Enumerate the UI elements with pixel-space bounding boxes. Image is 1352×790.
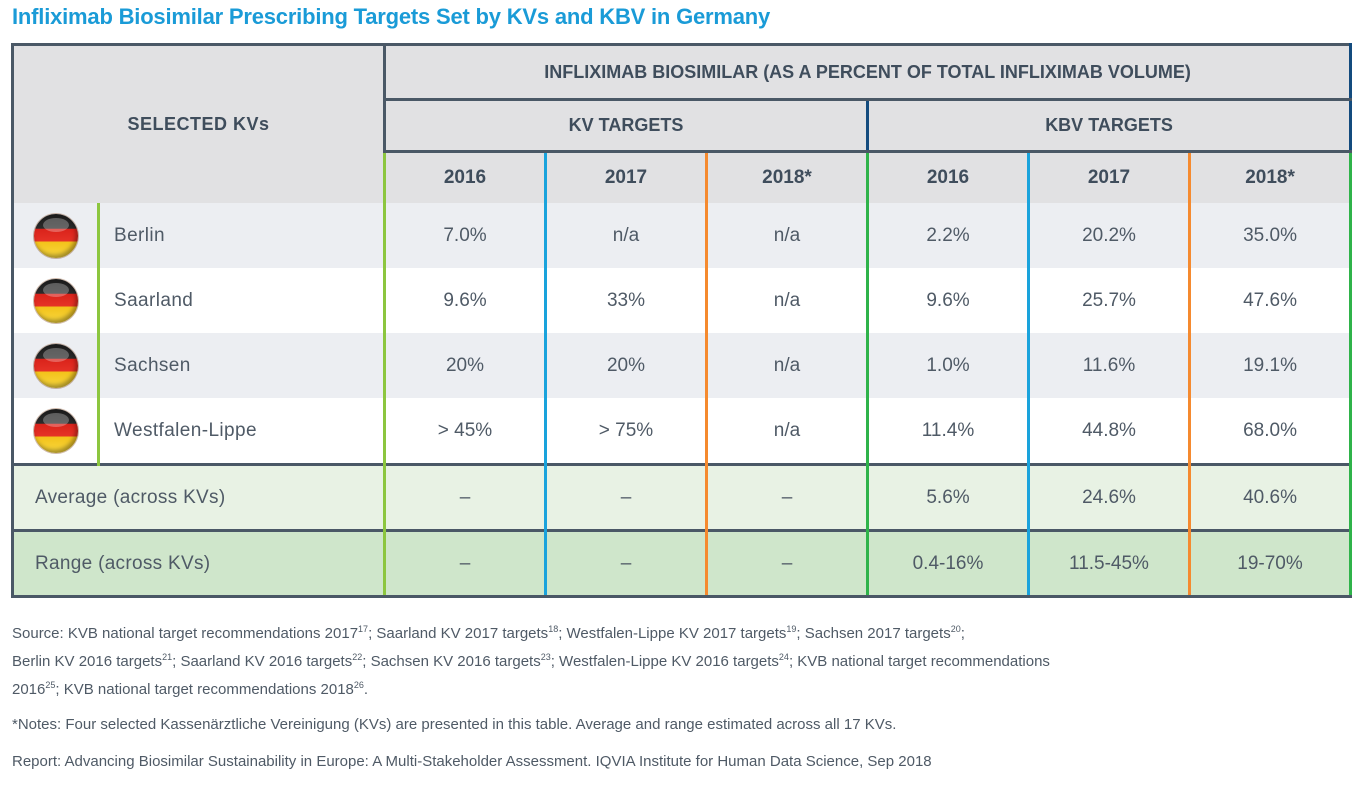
footnote-ref: 21: [162, 652, 173, 662]
header-kv-2017: 2017: [544, 151, 707, 203]
source-text: ; Westfalen-Lippe KV 2017 targets: [558, 625, 787, 642]
range-kv-2017: –: [544, 529, 707, 598]
kbv-target-2016: 11.4%: [866, 398, 1029, 465]
source-text: ; KVB national target recommendations: [788, 653, 1050, 670]
average-kv-2016: –: [383, 463, 546, 531]
average-label: Average (across KVs): [11, 463, 385, 531]
kv-target-2017: n/a: [544, 203, 707, 268]
kv-target-2018: n/a: [705, 203, 868, 268]
header-kbv-targets: KBV TARGETS: [865, 99, 1352, 153]
table-row: Westfalen-Lippe > 45% > 75% n/a 11.4% 44…: [11, 398, 1352, 465]
footnote-ref: 23: [540, 652, 551, 662]
header-kbv-2018: 2018*: [1187, 151, 1352, 203]
source-text: ; Saarland KV 2017 targets: [368, 625, 549, 642]
notes-text: *Notes: Four selected Kassenärztliche Ve…: [12, 716, 897, 733]
average-kv-2017: –: [544, 463, 707, 531]
source-note: Source: KVB national target recommendati…: [12, 620, 1332, 704]
footnote-ref: 17: [358, 624, 369, 634]
average-kv-2018: –: [705, 463, 868, 531]
kbv-target-2016: 9.6%: [866, 268, 1029, 333]
kbv-target-2016: 1.0%: [866, 333, 1029, 398]
kbv-target-2018: 47.6%: [1187, 268, 1352, 333]
average-row: Average (across KVs) – – – 5.6% 24.6% 40…: [11, 463, 1352, 531]
range-kv-2016: –: [383, 529, 546, 598]
average-kbv-2016: 5.6%: [866, 463, 1029, 531]
footnote-ref: 18: [548, 624, 559, 634]
kbv-target-2017: 25.7%: [1027, 268, 1190, 333]
kbv-target-2018: 35.0%: [1187, 203, 1352, 268]
kv-target-2016: 9.6%: [383, 268, 546, 333]
source-text: ; Sachsen KV 2016 targets: [362, 653, 541, 670]
page-title: Infliximab Biosimilar Prescribing Target…: [12, 4, 771, 29]
source-text: ; Sachsen 2017 targets: [796, 625, 951, 642]
header-kv-2018: 2018*: [705, 151, 868, 203]
footnote-ref: 19: [786, 624, 797, 634]
kbv-target-2017: 44.8%: [1027, 398, 1190, 465]
kv-target-2017: 20%: [544, 333, 707, 398]
range-kbv-2018: 19-70%: [1187, 529, 1352, 598]
header-kbv-2017: 2017: [1027, 151, 1190, 203]
germany-flag-icon: [33, 343, 78, 388]
kv-name: Saarland: [97, 268, 385, 333]
footnote-ref: 22: [352, 652, 363, 662]
range-kv-2018: –: [705, 529, 868, 598]
kv-target-2016: 20%: [383, 333, 546, 398]
kv-target-2018: n/a: [705, 398, 868, 465]
germany-flag-icon: [33, 408, 78, 453]
range-kbv-2016: 0.4-16%: [866, 529, 1029, 598]
kv-name: Berlin: [97, 203, 385, 268]
kbv-target-2017: 20.2%: [1027, 203, 1190, 268]
header-selected-kvs: SELECTED KVs: [11, 43, 385, 203]
source-text: 2016: [12, 681, 46, 698]
footnote-ref: 20: [950, 624, 961, 634]
range-label: Range (across KVs): [11, 529, 385, 598]
source-text: ; KVB national target recommendations 20…: [55, 681, 354, 698]
table-row: Saarland 9.6% 33% n/a 9.6% 25.7% 47.6%: [11, 268, 1352, 333]
header-kv-2016: 2016: [383, 151, 546, 203]
report-citation: Report: Advancing Biosimilar Sustainabil…: [12, 753, 932, 770]
table-row: Sachsen 20% 20% n/a 1.0% 11.6% 19.1%: [11, 333, 1352, 398]
header-kv-targets: KV TARGETS: [383, 99, 868, 153]
footnote-ref: 24: [778, 652, 789, 662]
source-text: .: [363, 681, 369, 698]
table-row: Berlin 7.0% n/a n/a 2.2% 20.2% 35.0%: [11, 203, 1352, 268]
germany-flag-icon: [33, 213, 78, 258]
average-kbv-2018: 40.6%: [1187, 463, 1352, 531]
source-text: Berlin KV 2016 targets: [12, 653, 163, 670]
average-kbv-2017: 24.6%: [1027, 463, 1190, 531]
kv-target-2018: n/a: [705, 268, 868, 333]
kv-target-2017: > 75%: [544, 398, 707, 465]
kv-target-2016: 7.0%: [383, 203, 546, 268]
kv-name: Westfalen-Lippe: [97, 398, 385, 465]
germany-flag-icon: [33, 278, 78, 323]
targets-table: SELECTED KVs INFLIXIMAB BIOSIMILAR (AS A…: [11, 43, 1352, 598]
kbv-target-2018: 19.1%: [1187, 333, 1352, 398]
kv-target-2016: > 45%: [383, 398, 546, 465]
kbv-target-2018: 68.0%: [1187, 398, 1352, 465]
source-text: ; Saarland KV 2016 targets: [172, 653, 353, 670]
kv-target-2017: 33%: [544, 268, 707, 333]
kv-target-2018: n/a: [705, 333, 868, 398]
kv-name: Sachsen: [97, 333, 385, 398]
footnote-ref: 25: [45, 680, 56, 690]
range-kbv-2017: 11.5-45%: [1027, 529, 1190, 598]
range-row: Range (across KVs) – – – 0.4-16% 11.5-45…: [11, 529, 1352, 598]
source-text: ;: [960, 625, 965, 642]
header-infliximab-group: INFLIXIMAB BIOSIMILAR (AS A PERCENT OF T…: [382, 43, 1352, 101]
source-text: Source: KVB national target recommendati…: [12, 625, 359, 642]
kbv-target-2016: 2.2%: [866, 203, 1029, 268]
source-text: ; Westfalen-Lippe KV 2016 targets: [550, 653, 779, 670]
footnote-ref: 26: [353, 680, 364, 690]
kbv-target-2017: 11.6%: [1027, 333, 1190, 398]
header-kbv-2016: 2016: [866, 151, 1029, 203]
